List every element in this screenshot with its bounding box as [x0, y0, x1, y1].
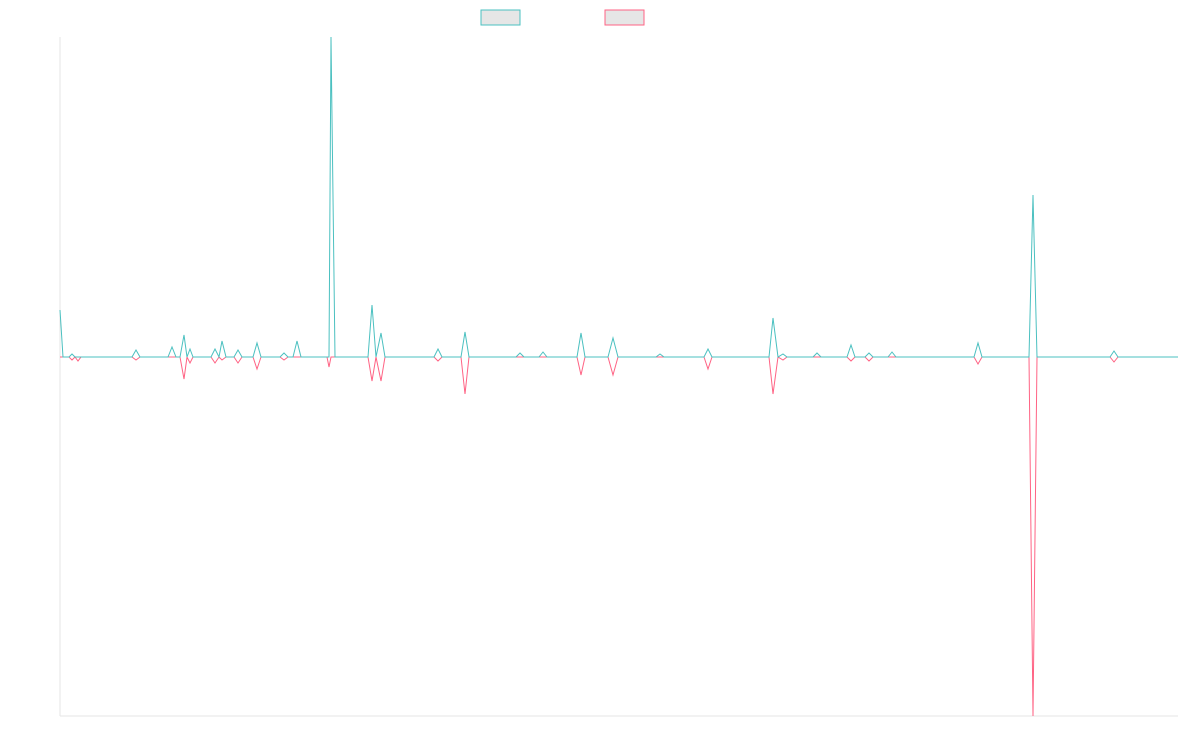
legend-swatch[interactable] [480, 9, 521, 26]
legend-swatch[interactable] [604, 9, 645, 26]
data-line [59, 36, 1178, 359]
data-line [60, 355, 1178, 717]
